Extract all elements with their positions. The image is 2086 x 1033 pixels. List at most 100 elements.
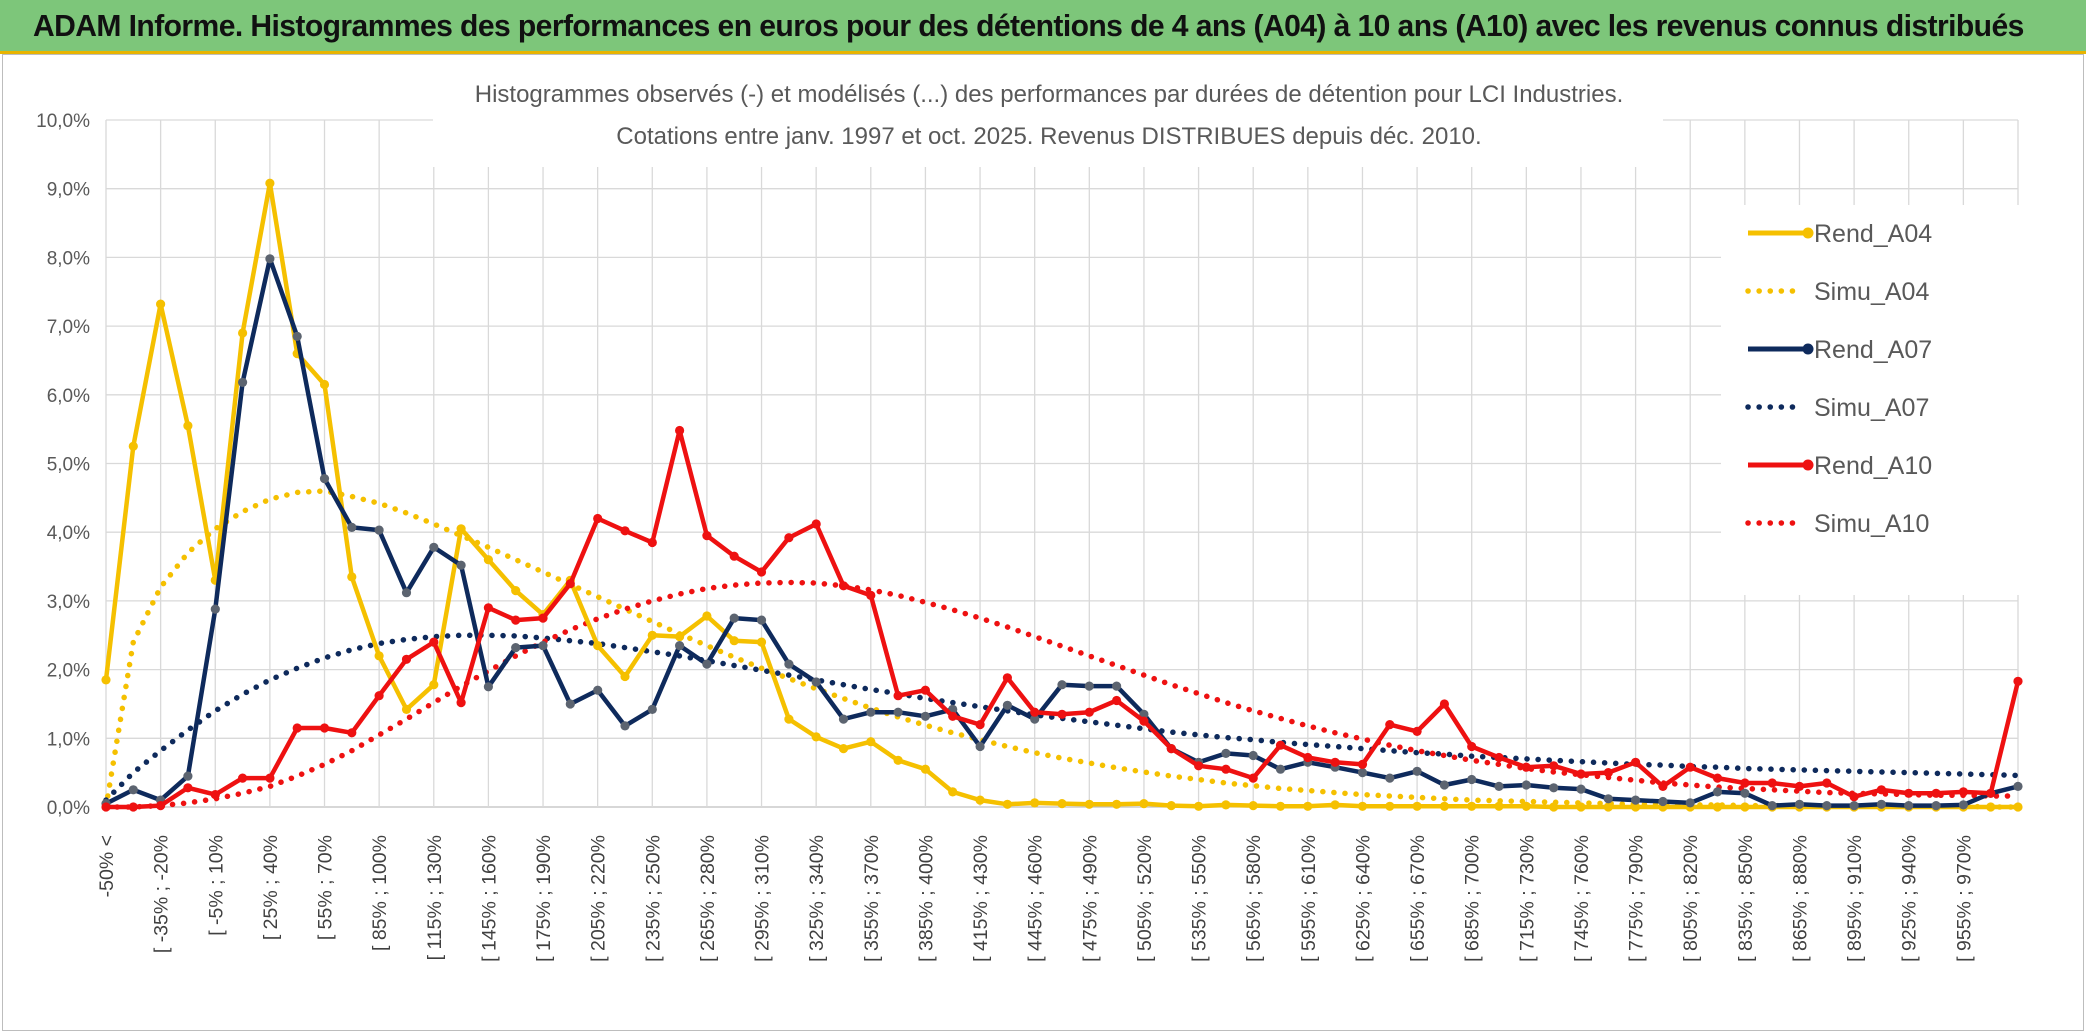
data-point-Rend_A04	[238, 328, 248, 338]
data-point-Rend_A10	[1412, 726, 1422, 737]
data-point-Rend_A04	[265, 178, 275, 188]
legend-marker	[1802, 343, 1814, 355]
legend-marker	[1802, 459, 1814, 471]
x-tick-label: [ 85% ; 100%	[369, 835, 391, 951]
data-point-Rend_A10	[1112, 695, 1122, 706]
legend-label: Simu_A10	[1814, 510, 1929, 538]
data-point-Rend_A07	[2013, 781, 2023, 792]
data-point-Rend_A07	[1221, 748, 1231, 759]
data-point-Rend_A04	[374, 651, 384, 661]
data-point-Rend_A10	[1931, 788, 1941, 798]
legend-marker	[1802, 227, 1814, 239]
data-point-Rend_A10	[1576, 769, 1586, 779]
data-point-Rend_A10	[1221, 764, 1231, 774]
data-point-Rend_A04	[1030, 798, 1040, 808]
chart-title-line-2: Cotations entre janv. 1997 et oct. 2025.…	[616, 123, 1481, 150]
data-point-Rend_A07	[893, 707, 903, 717]
x-tick-label: [ 955% ; 970%	[1953, 835, 1975, 962]
x-tick-label: -50% <	[96, 835, 118, 897]
x-tick-label: [ 925% ; 940%	[1899, 835, 1921, 962]
data-point-Rend_A07	[1603, 794, 1613, 804]
data-point-Rend_A10	[1057, 709, 1067, 719]
data-point-Rend_A04	[1357, 801, 1368, 811]
data-point-Rend_A04	[1275, 801, 1286, 811]
data-point-Rend_A10	[1549, 761, 1559, 771]
data-point-Rend_A07	[128, 785, 138, 795]
data-point-Rend_A04	[101, 675, 111, 685]
data-point-Rend_A07	[374, 525, 384, 535]
data-point-Rend_A07	[319, 474, 330, 484]
data-point-Rend_A07	[538, 641, 548, 651]
data-point-Rend_A10	[429, 637, 439, 647]
report-title: ADAM Informe. Histogrammes des performan…	[33, 8, 2024, 43]
data-point-Rend_A10	[1712, 773, 1723, 783]
legend-label: Simu_A07	[1814, 394, 1929, 422]
data-point-Rend_A07	[593, 685, 603, 695]
x-tick-label: [ 625% ; 640%	[1352, 835, 1374, 962]
data-point-Rend_A10	[1166, 744, 1176, 754]
data-point-Rend_A10	[1849, 792, 1859, 802]
y-tick-label: 10,0%	[36, 111, 90, 132]
data-point-Rend_A07	[1521, 780, 1531, 790]
x-tick-label: [ 775% ; 790%	[1626, 835, 1648, 962]
data-point-Rend_A07	[1712, 787, 1723, 797]
x-tick-label: [ 295% ; 310%	[752, 835, 774, 962]
data-point-Rend_A04	[1166, 801, 1176, 811]
data-point-Rend_A04	[429, 680, 439, 690]
data-point-Rend_A10	[1357, 759, 1368, 770]
x-tick-label: [ 565% ; 580%	[1243, 835, 1265, 962]
y-tick-label: 2,0%	[47, 661, 90, 682]
data-point-Rend_A07	[1439, 780, 1449, 790]
data-point-Rend_A10	[1658, 781, 1668, 792]
x-tick-label: [ 715% ; 730%	[1516, 835, 1538, 962]
data-point-Rend_A07	[1931, 801, 1941, 811]
x-tick-label: [ 415% ; 430%	[970, 835, 992, 962]
data-point-Rend_A04	[729, 636, 739, 646]
data-point-Rend_A07	[1494, 781, 1504, 792]
data-point-Rend_A10	[1767, 778, 1777, 788]
data-point-Rend_A10	[675, 425, 685, 436]
data-point-Rend_A04	[319, 379, 330, 390]
data-point-Rend_A04	[893, 755, 903, 765]
data-point-Rend_A04	[811, 732, 821, 742]
data-point-Rend_A10	[838, 581, 849, 591]
data-point-Rend_A07	[1385, 773, 1395, 783]
data-point-Rend_A10	[128, 802, 138, 812]
data-point-Rend_A10	[156, 801, 166, 811]
data-point-Rend_A07	[210, 604, 220, 614]
data-point-Rend_A10	[1904, 788, 1914, 798]
data-point-Rend_A07	[1549, 783, 1559, 793]
data-point-Rend_A10	[1958, 787, 1968, 797]
data-point-Rend_A04	[866, 737, 876, 747]
x-tick-label: [ 865% ; 880%	[1789, 835, 1811, 962]
data-point-Rend_A04	[1330, 800, 1340, 810]
data-point-Rend_A07	[1794, 799, 1805, 809]
data-point-Rend_A10	[265, 773, 275, 783]
data-point-Rend_A04	[1303, 801, 1313, 811]
y-tick-label: 5,0%	[47, 455, 90, 476]
data-point-Rend_A10	[1494, 752, 1504, 763]
title-background	[433, 75, 1663, 167]
data-point-Rend_A10	[565, 579, 575, 589]
data-point-Rend_A10	[1030, 707, 1040, 717]
x-tick-label: [ 595% ; 610%	[1298, 835, 1320, 962]
data-point-Rend_A07	[238, 377, 248, 387]
data-point-Rend_A04	[756, 637, 767, 647]
x-tick-label: [ 175% ; 190%	[533, 835, 555, 962]
x-tick-label: [ 325% ; 340%	[806, 835, 828, 962]
legend-item-Rend_A04: Rend_A04	[1748, 220, 1932, 248]
data-point-Rend_A04	[401, 704, 412, 715]
data-point-Rend_A04	[1002, 799, 1013, 809]
y-tick-label: 4,0%	[47, 523, 90, 544]
data-point-Rend_A10	[1685, 762, 1695, 772]
data-point-Rend_A10	[1385, 720, 1395, 730]
x-tick-label: [ 55% ; 70%	[315, 835, 337, 940]
data-point-Rend_A10	[292, 723, 302, 733]
data-point-Rend_A10	[1986, 788, 1996, 798]
series-Rend_A10	[101, 425, 2023, 812]
data-point-Rend_A07	[647, 704, 657, 715]
data-point-Rend_A10	[1631, 757, 1641, 767]
data-point-Rend_A10	[1275, 740, 1286, 750]
y-tick-label: 1,0%	[47, 729, 90, 750]
data-point-Rend_A04	[975, 795, 985, 805]
